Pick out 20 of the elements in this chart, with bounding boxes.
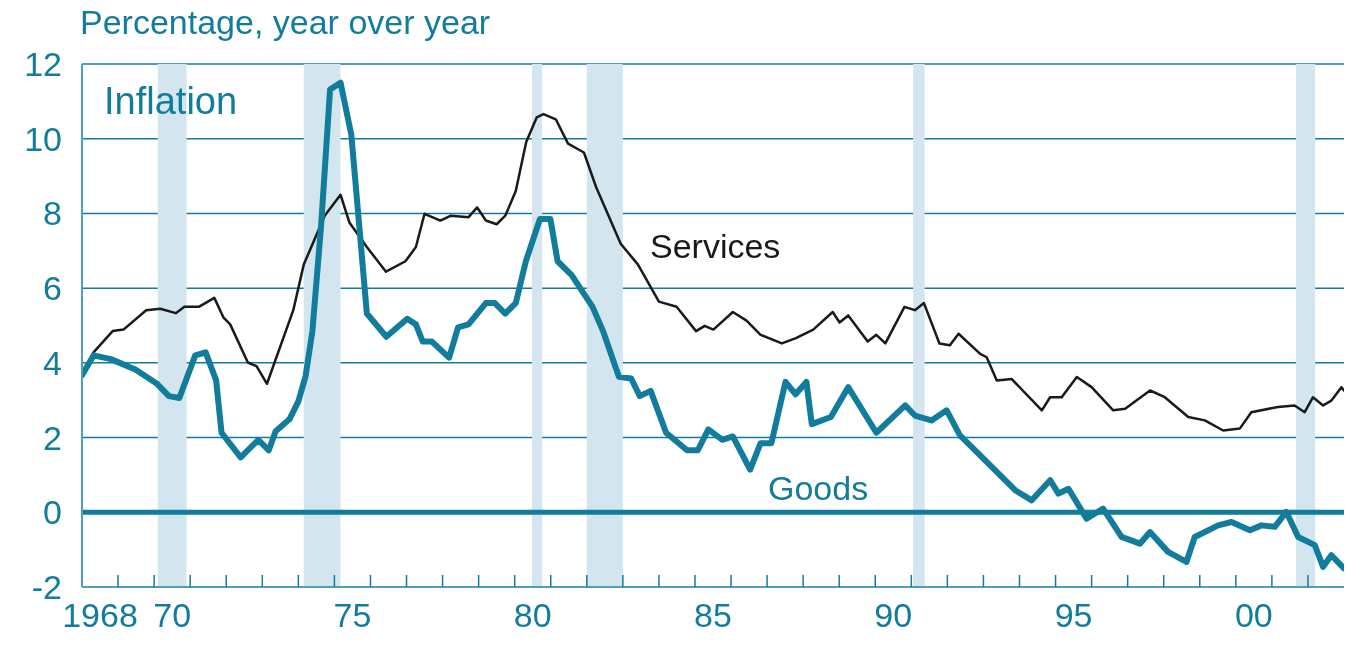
y-tick-label: 8 — [43, 194, 62, 233]
y-tick-label: 0 — [43, 493, 62, 532]
x-tick-label: 90 — [874, 596, 913, 634]
x-tick-label: 70 — [153, 596, 192, 634]
series-label: Goods — [768, 469, 869, 507]
y-tick-label: 6 — [43, 269, 62, 308]
y-tick-label: 4 — [43, 343, 62, 382]
x-tick-label: 75 — [333, 596, 372, 634]
y-axis-title: Percentage, year over year — [80, 2, 491, 43]
y-tick-label: -2 — [31, 568, 62, 606]
series-label: Services — [650, 227, 781, 265]
x-tick-label: 95 — [1054, 596, 1093, 634]
y-tick-label: 10 — [24, 119, 62, 158]
y-tick-label: 12 — [24, 45, 62, 83]
y-tick-label: 2 — [43, 418, 62, 457]
x-tick-label: 1968 — [62, 596, 138, 634]
x-tick-label: 80 — [513, 596, 552, 634]
chart-title: Inflation — [104, 79, 238, 124]
x-tick-label: 85 — [694, 596, 732, 634]
x-tick-label: 00 — [1234, 596, 1273, 634]
